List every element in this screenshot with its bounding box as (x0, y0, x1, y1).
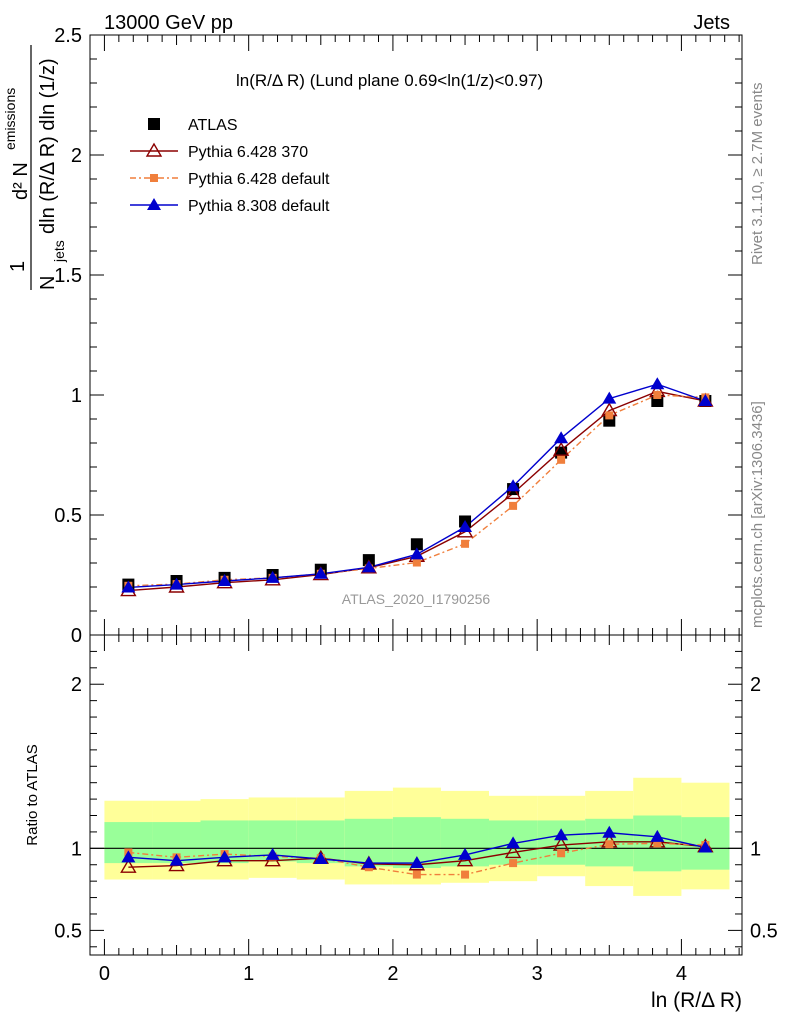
ratio-y-tick-label: 1 (71, 838, 82, 860)
main-y-label: 1 d² N emissions N jets dln (R/Δ R) dln … (2, 45, 67, 290)
pythia8-default-point (602, 825, 617, 838)
main-axis-ticks: 0 0.5 1 1.5 2 2.5 (54, 25, 742, 647)
band-inner-bin (537, 820, 586, 865)
pythia8-default-point (650, 377, 665, 390)
pythia6-default-point (461, 870, 470, 879)
pythia6-default-point (653, 391, 662, 399)
main-data-layer (120, 377, 714, 597)
ratio-axis-ticks: 0 1 2 3 4 0.5 0.5 1 1 2 2 (54, 635, 778, 985)
pythia8-default-point (313, 566, 328, 579)
pythia6-default-point (509, 859, 518, 868)
pythia6-default-point (605, 840, 614, 849)
x-tick-label: 4 (676, 963, 687, 985)
pythia8-default-point (458, 520, 473, 532)
pythia8-default-point (361, 560, 376, 573)
pythia6-default-point (461, 539, 470, 548)
pythia6-370-point (504, 485, 522, 500)
x-axis-label: ln (R/Δ R) (651, 989, 742, 1012)
pythia6-default-point (557, 849, 566, 858)
x-tick-label: 3 (532, 963, 543, 985)
main-y-tick-label: 1.5 (54, 265, 82, 287)
pythia8-default-point (458, 847, 473, 860)
pythia6-370-point (120, 858, 137, 873)
pythia6-default-point (412, 558, 421, 567)
pythia8-default-point (506, 836, 521, 849)
x-tick-label: 0 (99, 963, 110, 985)
ratio-y-tick-label: 0.5 (54, 920, 82, 942)
pythia6-default-point (412, 870, 421, 879)
ratio-y-tick-label-right: 2 (750, 674, 761, 696)
analysis-watermark: ATLAS_2020_I1790256 (342, 591, 491, 607)
pythia8-default-point (409, 856, 424, 869)
main-y-tick-label: 0.5 (54, 505, 82, 527)
header-left: 13000 GeV pp (104, 12, 233, 34)
ratio-plot-frame (89, 634, 743, 956)
main-title: ln(R/Δ R) (Lund plane 0.69<ln(1/z)<0.97) (236, 71, 543, 90)
svg-text:N: N (37, 276, 59, 290)
atlas-data-point (148, 118, 160, 130)
pythia8-default-point (698, 394, 713, 406)
pythia8-default-point (217, 574, 232, 586)
mcplots-label: mcplots.cern.ch [arXiv:1306.3436] (749, 401, 766, 628)
pythia8-default-point (313, 852, 328, 864)
pythia8-default-point (554, 828, 569, 841)
svg-text:emissions: emissions (2, 88, 18, 150)
pythia6-default-point (653, 839, 662, 848)
pythia8-default-point (169, 853, 184, 866)
pythia6-370-point (145, 142, 163, 157)
ratio-y-tick-label: 2 (71, 674, 82, 696)
main-y-tick-label: 2 (71, 145, 82, 167)
main-y-tick-label: 2.5 (54, 25, 82, 47)
atlas-data-point (410, 538, 423, 551)
x-tick-label: 1 (243, 963, 254, 985)
pythia8-default-point (121, 850, 136, 863)
legend-label-atlas: ATLAS (188, 117, 238, 134)
svg-text:1: 1 (7, 261, 29, 272)
pythia6-default-point (150, 174, 158, 182)
pythia8-default-point (169, 577, 184, 590)
pythia8-default-point (602, 391, 617, 404)
main-y-tick-label: 0 (71, 625, 82, 647)
pythia6-default-point (605, 411, 614, 420)
svg-text:d² N: d² N (10, 162, 32, 200)
rivet-label: Rivet 3.1.10, ≥ 2.7M events (749, 83, 766, 266)
pythia8-default-point (361, 856, 376, 869)
pythia6-370-point (504, 844, 522, 859)
pythia8-default-point (265, 570, 280, 583)
legend: ATLAS Pythia 6.428 370 Pythia 6.428 defaul… (130, 117, 330, 215)
pythia6-default-point (557, 455, 566, 464)
pythia6-370-point (552, 441, 570, 456)
main-y-tick-label: 1 (71, 385, 82, 407)
legend-label-p6_default: Pythia 6.428 default (188, 171, 330, 188)
ratio-y-tick-label-right: 0.5 (750, 920, 778, 942)
pythia8-default-point (217, 850, 232, 863)
ratio-y-label: Ratio to ATLAS (24, 744, 41, 845)
ratio-data-layer (120, 825, 714, 879)
pythia8-default-point (147, 198, 161, 210)
svg-text:jets: jets (51, 240, 67, 263)
pythia8-default-point (265, 847, 280, 860)
header-right: Jets (693, 12, 730, 34)
pythia8-default-point (554, 431, 569, 444)
x-tick-label: 2 (387, 963, 398, 985)
pythia6-default-point (509, 501, 518, 510)
legend-label-p6_370: Pythia 6.428 370 (188, 144, 308, 161)
legend-label-p8_default: Pythia 8.308 default (188, 198, 330, 215)
ratio-y-tick-label-right: 1 (750, 838, 761, 860)
pythia8-default-point (650, 829, 665, 842)
pythia8-default-point (409, 547, 424, 560)
pythia8-default-point (121, 580, 136, 593)
pythia8-default-point (698, 840, 713, 853)
pythia8-default-point (506, 479, 521, 492)
svg-text:dln (R/Δ R) dln (1/z): dln (R/Δ R) dln (1/z) (37, 58, 59, 234)
